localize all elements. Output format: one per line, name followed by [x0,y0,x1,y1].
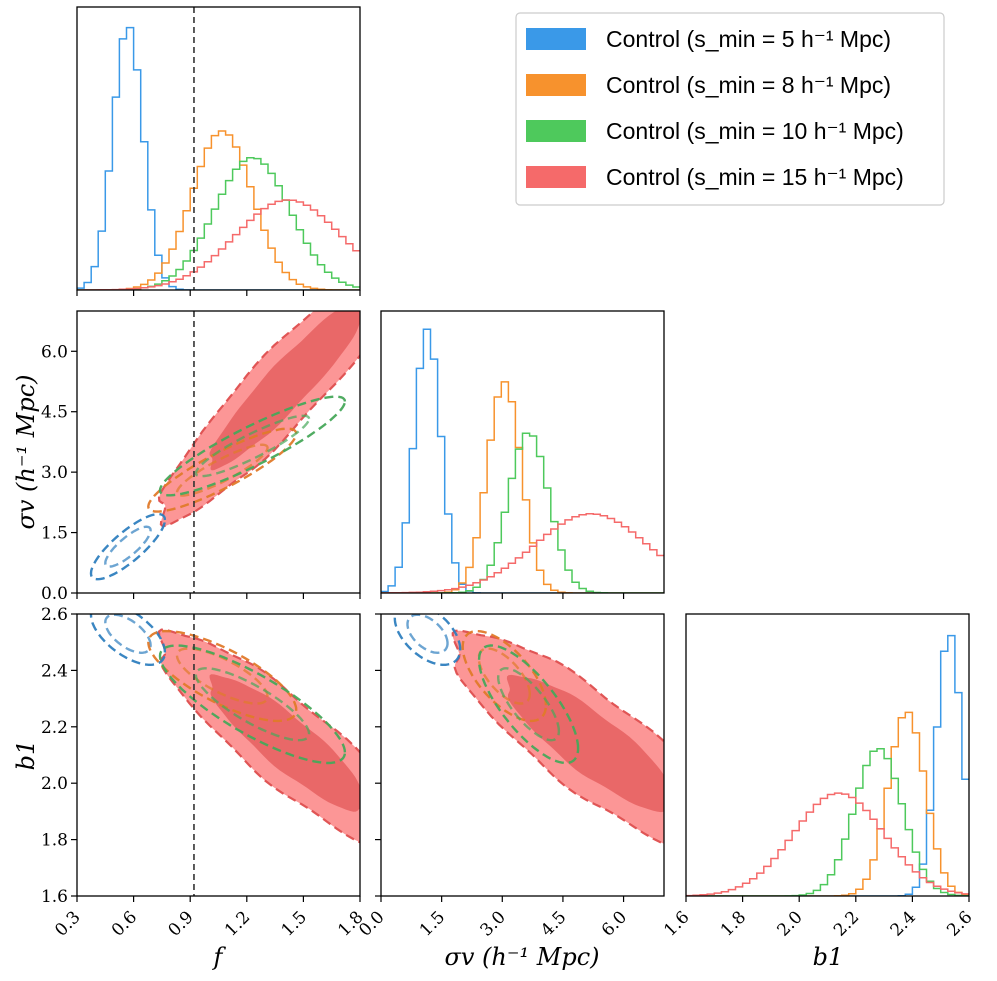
ytick-label-b1: 2.6 [41,605,68,625]
ytick-label-b1: 1.8 [41,831,68,851]
contour-outer-smin10 [477,644,580,765]
ytick-label-sigma_v: 1.5 [41,524,68,544]
contour-outer-smin5 [393,614,462,666]
ytick-label-sigma_v: 6.0 [41,342,68,362]
contour-inner-smin8 [175,443,269,497]
xlabel-sigma-v: σv (h⁻¹ Mpc) [444,943,599,971]
xtick-label-sigma_v: 0.0 [355,907,388,940]
frame-sigma-v-vs-f [76,310,361,594]
xtick-label-b1: 1.8 [717,907,750,940]
ytick-label-b1: 2.2 [41,718,68,738]
xtick-label-f: 0.9 [164,907,197,940]
ytick-label-b1: 2.4 [41,661,68,681]
contour-inner-smin10 [194,667,311,742]
legend-swatch-3 [526,166,586,188]
ylabel-b1: b1 [12,740,40,771]
hist-b1-smin8 [686,711,969,896]
panel-b1-vs-f [89,614,360,844]
xtick-label-f: 1.5 [278,907,311,940]
xtick-label-b1: 2.6 [943,907,976,940]
contour-outer-smin10 [158,644,347,765]
xtick-label-f: 0.6 [108,907,141,940]
legend-swatch-1 [526,74,586,96]
hist-b1-smin5 [686,634,969,896]
contour-inner-smin8 [477,647,532,705]
contour-inner-smin15 [209,674,360,812]
legend: Control (s_min = 5 h⁻¹ Mpc) Control (s_mi… [515,12,945,206]
contour-inner-smin8 [175,647,269,705]
frame-b1-vs-sigma-v [380,613,665,897]
contour-outer-smin5 [89,614,167,666]
hist-sigma_v-smin15 [381,513,664,593]
legend-label-0: Control (s_min = 5 h⁻¹ Mpc) [606,26,891,52]
contour-inner-smin5 [104,614,152,654]
xtick-label-sigma_v: 4.5 [537,907,570,940]
panel-sigma_v-vs-f [89,311,360,581]
xtick-label-sigma_v: 3.0 [477,907,510,940]
xtick-label-f: 0.3 [51,907,84,940]
xtick-label-b1: 2.2 [830,907,863,940]
hist-b1 [686,634,969,896]
panel-b1-vs-sigma_v [393,614,664,845]
frame-hist-sigma-v [380,310,665,594]
contour-inner-smin10 [496,667,561,742]
contour-inner-smin5 [104,525,152,568]
ytick-label-b1: 1.6 [41,887,68,907]
hist-sigma_v [381,328,664,593]
legend-frame [515,12,945,206]
ytick-label-sigma_v: 3.0 [41,463,68,483]
contour-outer-smin8 [147,427,298,513]
frame-hist-f [76,6,361,291]
hist-f-smin15 [77,199,360,290]
legend-label-1: Control (s_min = 8 h⁻¹ Mpc) [606,72,891,98]
xtick-label-sigma_v: 6.0 [598,907,631,940]
hist-f [77,26,360,290]
contour-inner-smin10 [194,414,311,478]
ylabel-sigma-v: σv (h⁻¹ Mpc) [12,374,40,529]
xtick-label-b1: 2.4 [887,907,920,940]
xtick-label-b1: 1.6 [660,907,693,940]
xtick-label-b1: 2.0 [773,907,806,940]
frame-hist-b1 [685,613,970,897]
contour-inner-smin15 [209,311,360,471]
ytick-label-sigma_v: 0.0 [41,584,68,604]
xtick-label-sigma_v: 1.5 [416,907,449,940]
hist-f-smin10 [77,156,360,290]
hist-sigma_v-smin8 [381,381,664,593]
xlabel-f: f [212,943,227,971]
contour-inner-smin5 [406,614,449,655]
contour-outer-smin10 [158,395,347,497]
legend-label-3: Control (s_min = 15 h⁻¹ Mpc) [606,164,904,190]
contour-outer-smin8 [147,629,298,723]
ytick-label-sigma_v: 4.5 [41,403,68,423]
frame-b1-vs-f [76,613,361,897]
hist-b1-smin15 [686,792,969,896]
hist-f-smin5 [77,26,360,290]
legend-swatch-2 [526,120,586,142]
ytick-label-b1: 2.0 [41,774,68,794]
contour-outer-smin5 [89,512,167,581]
legend-label-2: Control (s_min = 10 h⁻¹ Mpc) [606,118,904,144]
xtick-label-f: 1.2 [221,907,254,940]
xlabel-b1: b1 [813,943,844,971]
legend-swatch-0 [526,28,586,50]
